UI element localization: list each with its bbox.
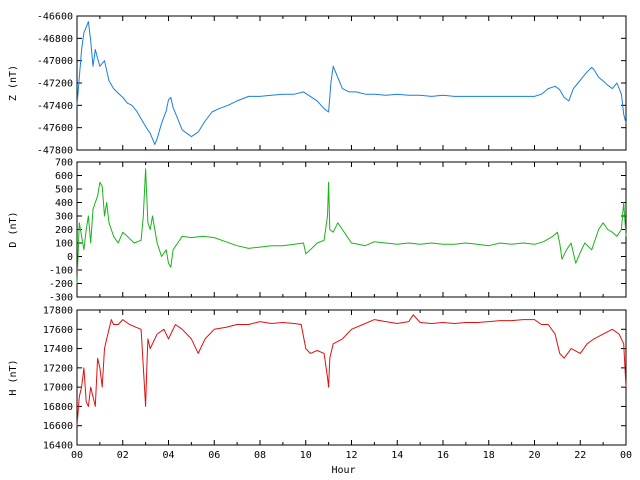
panel-1-ytick-label: -47200 <box>37 79 73 90</box>
x-axis-title: Hour <box>331 465 355 476</box>
panel-2-ytick-label: 0 <box>67 252 73 263</box>
panel-3-ytick-label: 16800 <box>43 402 73 413</box>
panel-3-xtick-label: 20 <box>528 450 540 461</box>
panel-3-xtick-label: 08 <box>254 450 266 461</box>
panel-3-xtick-label: 00 <box>620 450 632 461</box>
panel-2-ylabel: D (nT) <box>8 211 19 247</box>
panel-2-ytick-label: 200 <box>55 225 73 236</box>
panel-3-xtick-label: 02 <box>117 450 129 461</box>
panel-3-xtick-label: 22 <box>574 450 586 461</box>
panel-3-ytick-label: 16400 <box>43 441 73 452</box>
panel-1-ytick-label: -47000 <box>37 56 73 67</box>
panel-3-xtick-label: 06 <box>208 450 220 461</box>
panel-3-xtick-label: 14 <box>391 450 403 461</box>
panel-1-ytick-label: -47600 <box>37 123 73 134</box>
panel-3-xtick-label: 12 <box>345 450 357 461</box>
panel-2-ytick-label: 600 <box>55 171 73 182</box>
panel-3-ytick-label: 17800 <box>43 306 73 317</box>
panel-3-xtick-label: 10 <box>300 450 312 461</box>
panel-3-ytick-label: 17600 <box>43 325 73 336</box>
panel-3-ytick-label: 17200 <box>43 363 73 374</box>
panel-3-ytick-label: 17000 <box>43 383 73 394</box>
panel-2-ytick-label: -100 <box>49 266 73 277</box>
panel-2-ytick-label: 700 <box>55 158 73 169</box>
panel-2-ytick-label: 500 <box>55 185 73 196</box>
panel-2-ytick-label: -200 <box>49 279 73 290</box>
panel-3-xtick-label: 16 <box>437 450 449 461</box>
panel-3-xtick-label: 18 <box>483 450 495 461</box>
panel-1-ytick-label: -47800 <box>37 146 73 157</box>
panel-1-series-line <box>76 21 627 145</box>
panel-2-ytick-label: 300 <box>55 212 73 223</box>
panel-2-ytick-label: -300 <box>49 293 73 304</box>
panel-2-frame <box>76 161 627 298</box>
panel-2-series-line <box>76 168 627 284</box>
panel-1-ytick-label: -46600 <box>37 12 73 23</box>
panel-3-xtick-label: 04 <box>162 450 174 461</box>
panel-3-ylabel: H (nT) <box>8 359 19 395</box>
panel-3-frame <box>76 309 627 446</box>
panel-3-ytick-label: 16600 <box>43 421 73 432</box>
panel-3-series-line <box>76 314 627 426</box>
panel-1-ytick-label: -47400 <box>37 101 73 112</box>
panel-1-ytick-label: -46800 <box>37 34 73 45</box>
panel-2-ytick-label: 400 <box>55 198 73 209</box>
panel-2-ytick-label: 100 <box>55 239 73 250</box>
panel-1-ylabel: Z (nT) <box>8 65 19 101</box>
panel-3-xtick-label: 00 <box>71 450 83 461</box>
panel-3-ytick-label: 17400 <box>43 344 73 355</box>
